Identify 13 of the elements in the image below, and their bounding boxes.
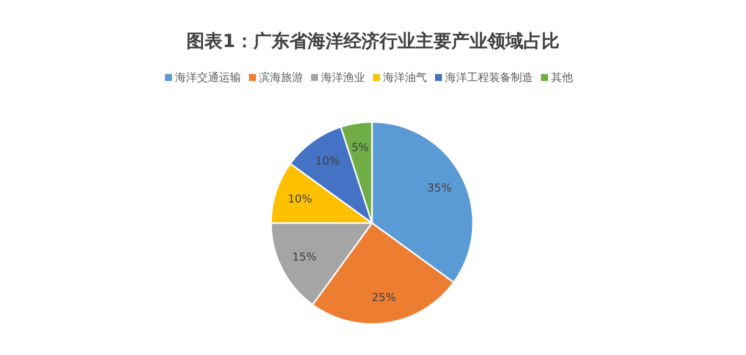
data-label: 35% [427,182,452,195]
legend-label: 海洋工程装备制造 [445,71,533,84]
data-label: 25% [372,290,396,304]
legend-label: 海洋渔业 [321,71,365,84]
data-label: 10% [315,154,340,168]
data-label: 5% [351,141,369,154]
legend-label: 海洋交通运输 [175,71,241,84]
chart-title: 图表1：广东省海洋经济行业主要产业领域占比 [186,30,560,52]
data-label: 10% [288,192,312,206]
legend-label: 其他 [551,71,573,84]
legend-label: 海洋油气 [383,71,427,84]
data-label: 15% [292,250,317,264]
legend-label: 滨海旅游 [259,71,303,84]
